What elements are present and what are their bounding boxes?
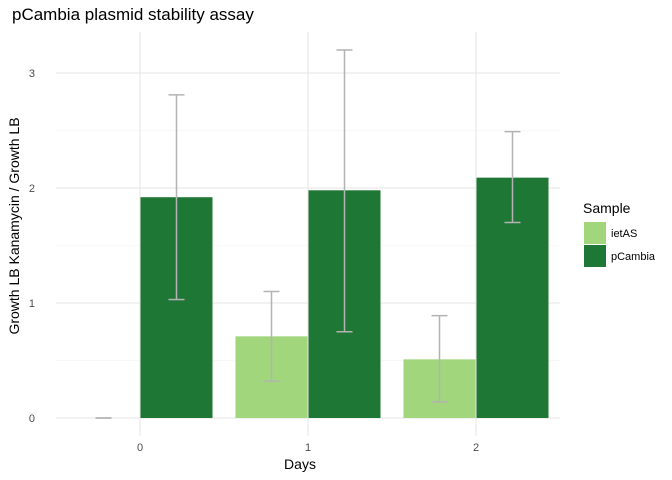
x-tick-label: 0 (137, 442, 143, 454)
y-axis-title: Growth LB Kanamycin / Growth LB (6, 117, 22, 334)
y-tick-label: 2 (29, 183, 35, 195)
x-tick-labels: 0 1 2 (137, 442, 479, 454)
x-axis-title: Days (284, 456, 316, 472)
legend: Sample ietAS pCambia (583, 200, 656, 267)
legend-key-pCambia (584, 245, 606, 267)
legend-label-pCambia: pCambia (611, 251, 656, 263)
y-tick-label: 3 (29, 68, 35, 80)
chart-title: pCambia plasmid stability assay (12, 5, 254, 24)
legend-key-ietAS (584, 222, 606, 244)
error-bars (95, 49, 521, 419)
y-tick-label: 0 (29, 413, 35, 425)
y-tick-label: 1 (29, 298, 35, 310)
x-tick-label: 2 (473, 442, 479, 454)
legend-title: Sample (583, 200, 631, 216)
y-tick-labels: 0 1 2 3 (29, 68, 35, 425)
legend-label-ietAS: ietAS (611, 228, 637, 240)
x-tick-label: 1 (305, 442, 311, 454)
grid-major (56, 32, 560, 436)
